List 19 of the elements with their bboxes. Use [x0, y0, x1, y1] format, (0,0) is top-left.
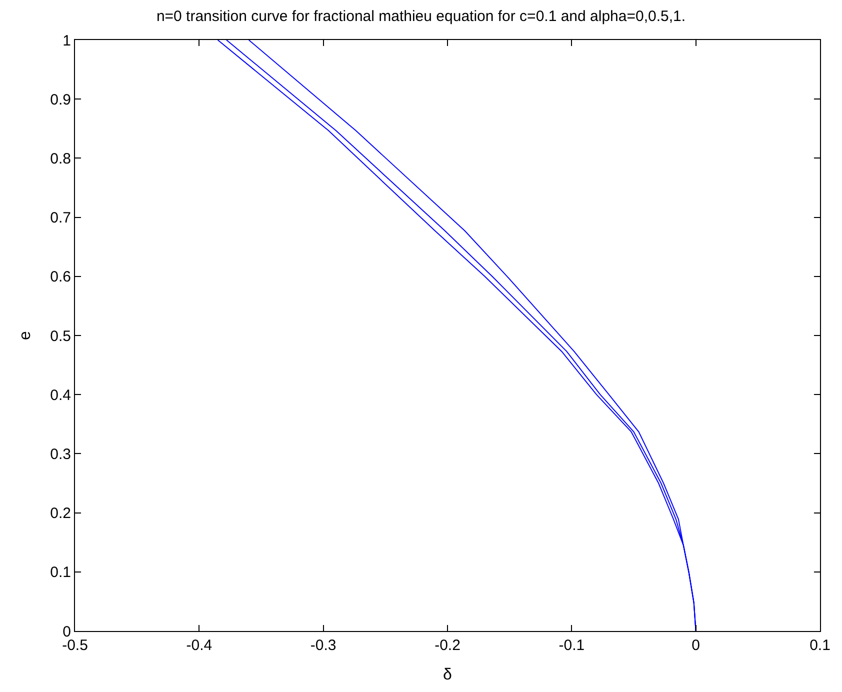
- y-tick-label: 0.8: [50, 150, 71, 168]
- y-tick-label: 0.3: [50, 446, 71, 463]
- y-tick-label: 0.1: [50, 564, 71, 582]
- y-axis-title: e: [17, 330, 34, 340]
- y-tick-label: 0.7: [50, 210, 71, 227]
- chart-title: n=0 transition curve for fractional mathieu equation for c=0.1 and alpha=0,0.5,1.: [156, 8, 686, 25]
- y-tick-label: 0.4: [50, 386, 71, 404]
- x-tick-label: 0: [692, 637, 700, 654]
- y-tick-label: 0.2: [50, 505, 71, 522]
- x-axis-title: δ: [443, 666, 452, 684]
- x-tick-label: -0.2: [434, 637, 460, 654]
- x-tick-label: -0.3: [310, 637, 336, 654]
- x-tick-label: -0.1: [558, 637, 585, 654]
- y-tick-label: 0.9: [50, 91, 71, 108]
- y-tick-label: 1: [62, 32, 71, 50]
- y-tick-label: 0.6: [50, 268, 71, 286]
- y-tick-label: 0.5: [50, 328, 71, 345]
- x-tick-label: -0.4: [186, 637, 212, 654]
- x-tick-label: 0.1: [810, 637, 830, 654]
